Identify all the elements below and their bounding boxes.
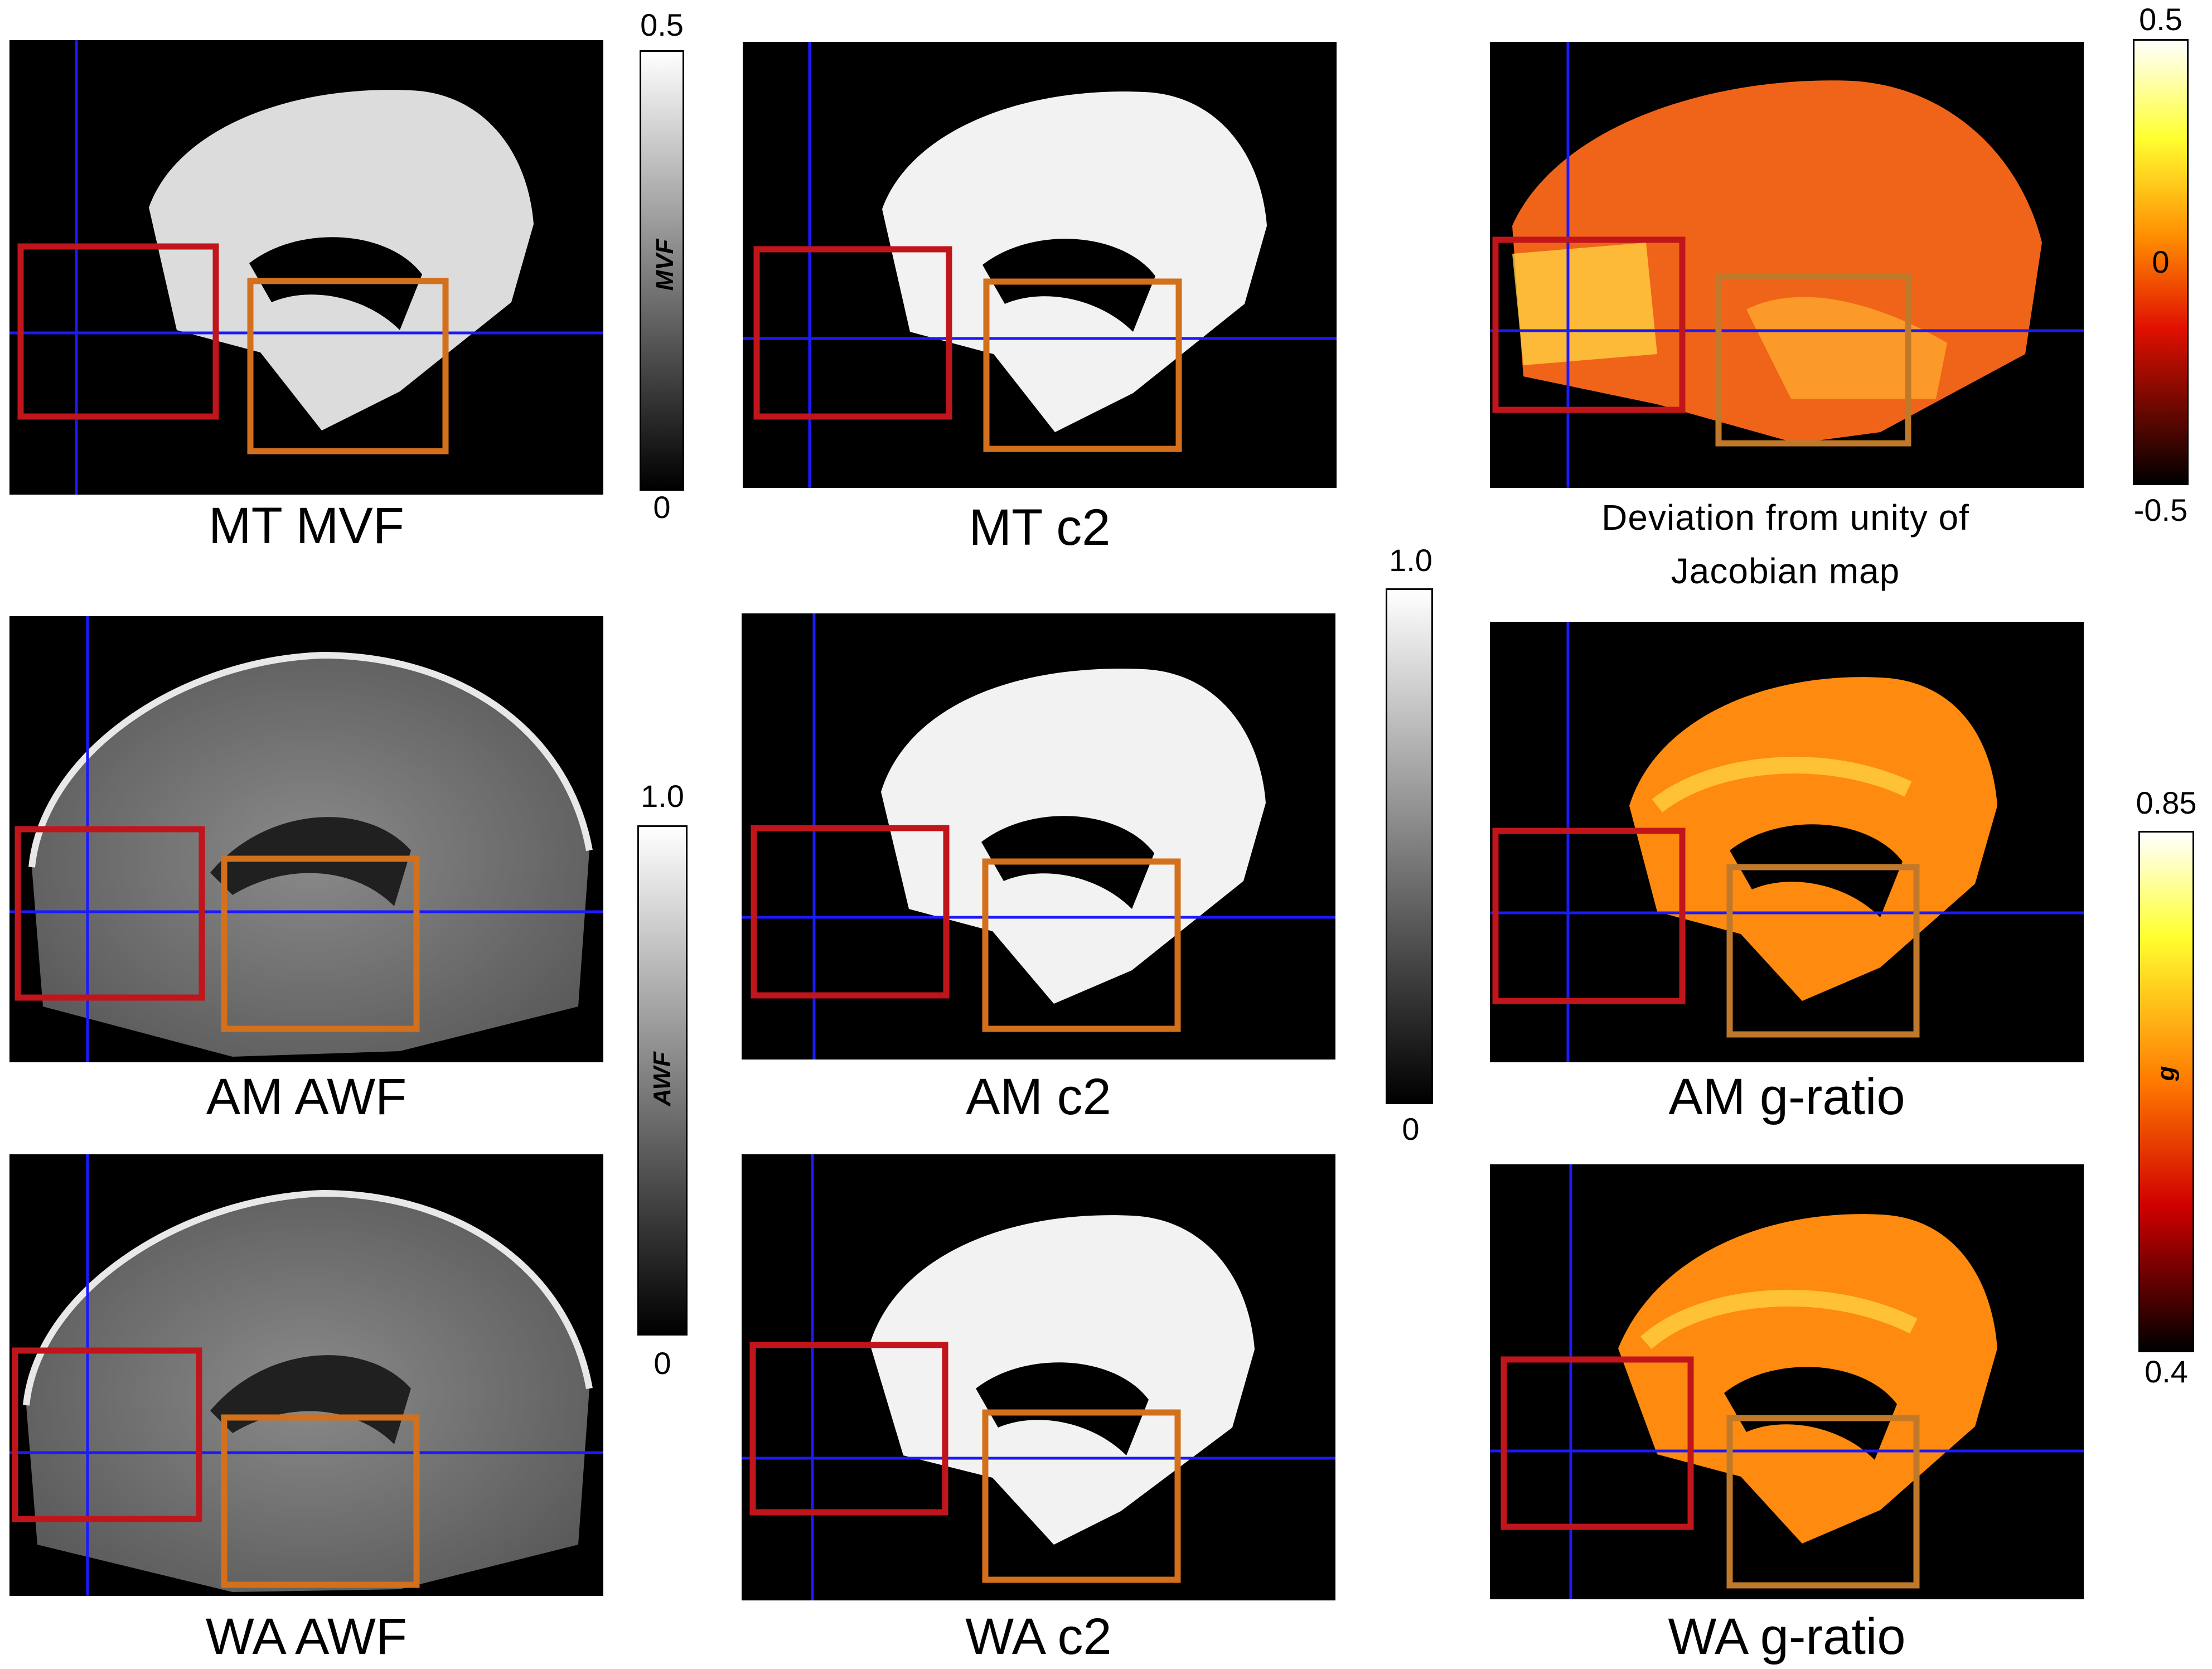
awf-colorbar-label: AWF xyxy=(648,1052,676,1106)
mt-mvf-image xyxy=(9,40,603,495)
caption-am-awf: AM AWF xyxy=(206,1068,407,1125)
caption-mt-c2: MT c2 xyxy=(969,499,1111,556)
caption-am-g-ratio: AM g-ratio xyxy=(1668,1068,1905,1125)
mvf-colorbar-top: 0.5 xyxy=(640,7,684,42)
wa-c2-image xyxy=(742,1154,1335,1600)
wa-g-ratio-image xyxy=(1490,1164,2084,1599)
am-c2-image xyxy=(742,613,1335,1060)
mvf-colorbar-label: MVF xyxy=(651,239,679,291)
jacobian-colorbar-top: 0.5 xyxy=(2139,2,2182,37)
mvf-colorbar xyxy=(640,50,684,491)
awf-colorbar xyxy=(637,825,688,1336)
jacobian-colorbar xyxy=(2133,39,2189,485)
g-colorbar-label: g xyxy=(2152,1066,2180,1081)
g-colorbar-bottom: 0.4 xyxy=(2145,1354,2188,1389)
jacobian-image xyxy=(1490,42,2084,488)
caption-am-c2: AM c2 xyxy=(966,1068,1111,1125)
am-awf-image xyxy=(9,616,603,1062)
jacobian-colorbar-middle: 0 xyxy=(2152,244,2170,279)
awf-colorbar-top: 1.0 xyxy=(641,778,684,814)
c2-colorbar-bottom: 0 xyxy=(1402,1111,1420,1146)
mvf-colorbar-bottom: 0 xyxy=(653,490,671,525)
c2-colorbar-top: 1.0 xyxy=(1389,543,1432,578)
caption-wa-g-ratio: WA g-ratio xyxy=(1668,1608,1906,1665)
caption-mt-mvf: MT MVF xyxy=(209,497,404,554)
g-colorbar-top: 0.85 xyxy=(2136,785,2197,820)
jacobian-colorbar-bottom: -0.5 xyxy=(2133,492,2188,528)
caption-jacobian: Deviation from unity of Jacobian map xyxy=(1601,497,1969,591)
caption-wa-awf: WA AWF xyxy=(205,1608,408,1665)
caption-wa-c2: WA c2 xyxy=(965,1608,1112,1665)
g-colorbar xyxy=(2138,831,2194,1352)
am-g-ratio-image xyxy=(1490,622,2084,1062)
wa-awf-image xyxy=(9,1154,603,1596)
mt-c2-image xyxy=(743,42,1337,488)
c2-colorbar xyxy=(1386,588,1433,1104)
awf-colorbar-bottom: 0 xyxy=(654,1346,671,1381)
